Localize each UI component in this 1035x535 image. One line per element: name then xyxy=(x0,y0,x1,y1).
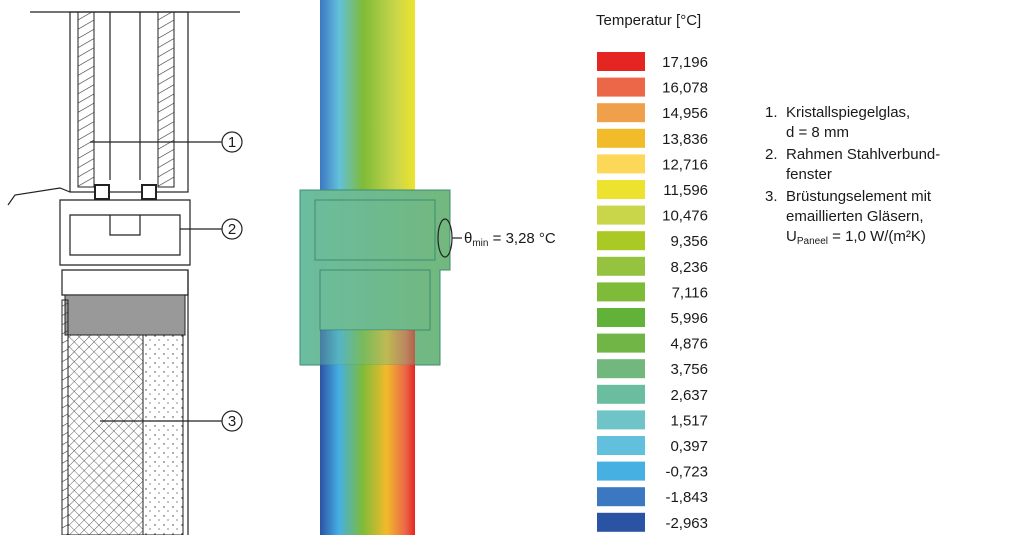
legend-swatch xyxy=(597,462,645,481)
legend-swatch xyxy=(597,282,645,301)
legend-label: 10,476 xyxy=(662,208,708,225)
legend-label: 2,637 xyxy=(670,387,708,404)
u-subscript: Paneel xyxy=(797,236,828,247)
legend-swatch xyxy=(597,52,645,71)
list: 1. Kristallspiegelglas, d = 8 mm 2. Rahmen S… xyxy=(765,104,940,247)
legend-label: 14,956 xyxy=(662,105,708,122)
list-number: 3. xyxy=(765,188,778,205)
legend-title: Temperatur [°C] xyxy=(596,12,701,29)
list-line: Rahmen Stahlverbund- xyxy=(786,146,940,163)
page: Temperaturverteilung {"callouts": ["1", … xyxy=(0,0,1035,535)
legend-label: 11,596 xyxy=(663,182,708,199)
legend-label: 13,836 xyxy=(662,131,708,148)
list-number: 1. xyxy=(765,104,778,121)
legend-label: 7,116 xyxy=(672,284,708,301)
u-symbol: U xyxy=(786,228,797,245)
list-line: emaillierten Gläsern, xyxy=(786,208,924,225)
list-line: Kristallspiegelglas, xyxy=(786,104,910,121)
legend-label: 1,517 xyxy=(670,412,708,429)
legend-swatch xyxy=(597,334,645,353)
legend-swatch xyxy=(597,78,645,97)
legend-swatch xyxy=(597,410,645,429)
legend-swatch xyxy=(597,513,645,532)
legend-label: 8,236 xyxy=(670,259,708,276)
legend-swatch xyxy=(597,206,645,225)
legend-label: 16,078 xyxy=(662,80,708,97)
list-number: 2. xyxy=(765,146,778,163)
legend-label: -0,723 xyxy=(665,464,708,481)
legend-swatch xyxy=(597,231,645,250)
thermal-image: θmin = 3,28 °C xyxy=(300,0,556,535)
legend: Temperatur [°C] 17,196 16,078 14,956 13,836… xyxy=(596,12,708,532)
legend-label: -1,843 xyxy=(665,489,708,506)
legend-swatch xyxy=(597,487,645,506)
legend-swatch xyxy=(597,308,645,327)
figure: 1 2 3 θmin = 3,28 °C Temperatur [°C] 17,… xyxy=(0,0,1035,535)
callout-number: 3 xyxy=(228,413,236,430)
annotation-text: = 3,28 °C xyxy=(488,230,555,247)
legend-swatch xyxy=(597,103,645,122)
legend-label: 4,876 xyxy=(670,336,708,353)
legend-label: 9,356 xyxy=(670,233,708,250)
legend-swatch xyxy=(597,180,645,199)
list-line: fenster xyxy=(786,166,832,183)
legend-swatch xyxy=(597,257,645,276)
callout-number: 2 xyxy=(228,221,236,238)
body: 1 2 3 θmin = 3,28 °C Temperatur [°C] 17,… xyxy=(0,0,1035,535)
callout-number: 1 xyxy=(228,134,236,151)
legend-label: 5,996 xyxy=(670,310,708,327)
annotation: θmin = 3,28 °C xyxy=(464,230,556,249)
annotation-symbol: θ xyxy=(464,230,472,247)
list-line: d = 8 mm xyxy=(786,124,849,141)
u-text: = 1,0 W/(m²K) xyxy=(828,228,926,245)
legend-label: 12,716 xyxy=(662,156,708,173)
legend-label: 17,196 xyxy=(662,54,708,71)
legend-label: -2,963 xyxy=(665,515,708,532)
legend-swatch xyxy=(597,129,645,148)
legend-label: 3,756 xyxy=(670,361,708,378)
section-drawing xyxy=(8,12,240,535)
legend-swatch xyxy=(597,359,645,378)
legend-label: 0,397 xyxy=(670,438,708,455)
legend-swatch xyxy=(597,385,645,404)
legend-swatch xyxy=(597,154,645,173)
annotation-subscript: min xyxy=(472,238,488,249)
list-line: Brüstungselement mit xyxy=(786,188,932,205)
list-line: UPaneel = 1,0 W/(m²K) xyxy=(786,228,926,247)
legend-swatch xyxy=(597,436,645,455)
